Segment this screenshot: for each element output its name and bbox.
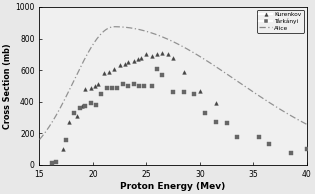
Point [235, 136, 240, 139]
Point [224, 121, 229, 125]
Point [139, 56, 144, 59]
Point [106, 70, 112, 73]
Point [149, 84, 154, 87]
Point [149, 54, 154, 57]
Point [155, 67, 160, 70]
Point [99, 92, 104, 95]
Point [96, 83, 101, 86]
Point [304, 148, 309, 151]
Point [104, 86, 109, 89]
Point [71, 111, 76, 114]
Point [170, 56, 175, 59]
Point [160, 73, 165, 76]
Point [267, 143, 272, 146]
Point [213, 121, 218, 124]
X-axis label: Proton Energy (Mev): Proton Energy (Mev) [120, 182, 226, 191]
Point [64, 139, 69, 142]
Point [126, 84, 131, 87]
Point [83, 105, 88, 108]
Point [67, 121, 72, 124]
Point [83, 87, 88, 91]
Point [115, 86, 120, 89]
Point [60, 148, 66, 151]
Point [93, 84, 98, 87]
Point [120, 83, 125, 86]
Point [50, 162, 55, 165]
Point [110, 86, 115, 89]
Point [197, 89, 202, 92]
Point [88, 86, 93, 89]
Point [126, 61, 131, 64]
Point [101, 72, 106, 75]
Point [117, 64, 122, 67]
Point [142, 84, 147, 87]
Point [213, 102, 218, 105]
Point [112, 67, 117, 70]
Point [288, 151, 293, 154]
Point [94, 103, 99, 107]
Point [165, 53, 170, 56]
Point [160, 51, 165, 54]
Point [181, 70, 186, 73]
Point [123, 62, 128, 65]
Point [144, 53, 149, 56]
Legend: Kurenkov, Tárkányi, Alice: Kurenkov, Tárkányi, Alice [257, 10, 304, 33]
Point [53, 160, 58, 163]
Point [170, 91, 175, 94]
Point [155, 53, 160, 56]
Point [131, 83, 136, 86]
Point [74, 114, 79, 118]
Point [181, 91, 186, 94]
Point [135, 58, 140, 61]
Point [256, 135, 261, 138]
Y-axis label: Cross Section (mb): Cross Section (mb) [3, 43, 13, 129]
Point [80, 105, 85, 108]
Point [131, 59, 136, 62]
Point [203, 111, 208, 114]
Point [192, 92, 197, 95]
Point [88, 101, 93, 104]
Point [136, 84, 141, 87]
Point [77, 107, 83, 110]
